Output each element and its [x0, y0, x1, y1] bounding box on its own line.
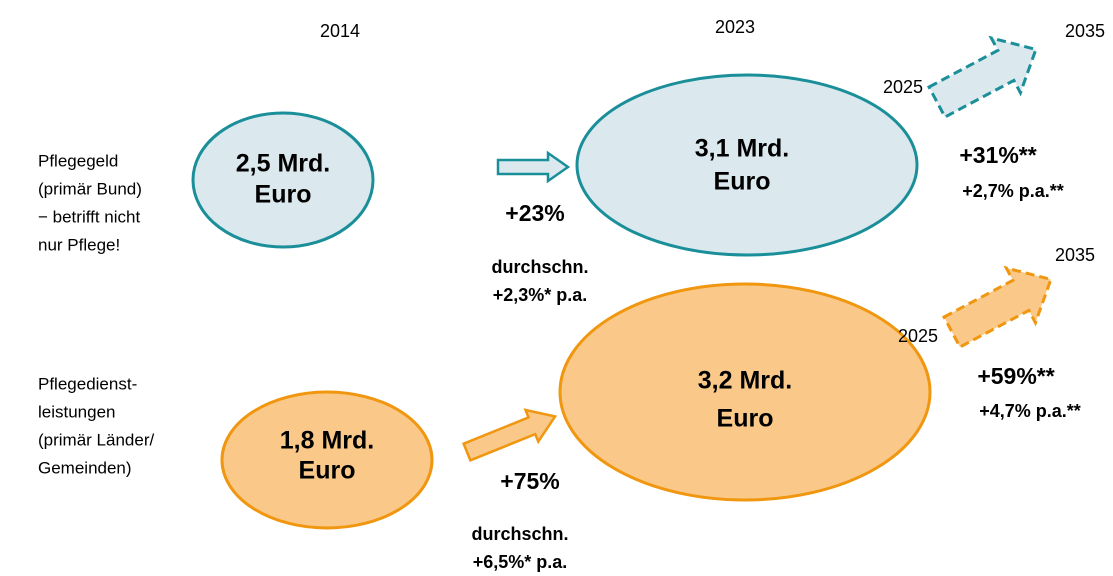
value: Euro [299, 457, 356, 485]
value: 3,2 Mrd. [698, 367, 792, 395]
average: durchschn. [491, 257, 588, 277]
value: 2,5 Mrd. [236, 150, 330, 178]
forecast-growth: +59%** [977, 363, 1054, 389]
average: durchschn. [471, 524, 568, 544]
ellipse-2023-dienst [558, 282, 932, 502]
row-label: leistungen [38, 402, 116, 421]
average: +6,5%* p.a. [473, 552, 568, 572]
forecast-growth: +31%** [959, 142, 1036, 168]
forecast-from: 2025 [883, 77, 923, 97]
row-label: Gemeinden) [38, 458, 132, 477]
row-label: Pflegegeld [38, 151, 118, 170]
ellipse-2023-pflegegeld [575, 73, 919, 257]
value: Euro [255, 181, 312, 209]
forecast-average: +4,7% p.a.** [979, 401, 1081, 421]
year: 2023 [715, 17, 755, 37]
growth: +75% [500, 468, 559, 494]
row-label: (primär Bund) [38, 179, 142, 198]
forecast-arrow [941, 265, 1053, 350]
arrow [496, 150, 571, 184]
row-label: nur Pflege! [38, 235, 120, 254]
forecast-from: 2025 [898, 326, 938, 346]
ellipse-2014-dienst [220, 390, 434, 530]
ellipse-2014-pflegegeld [191, 111, 375, 249]
forecast-to: 2035 [1065, 21, 1105, 41]
value: 1,8 Mrd. [280, 427, 374, 455]
row-label: (primär Länder/ [38, 430, 154, 449]
year: 2014 [320, 21, 360, 41]
forecast-arrow [926, 35, 1038, 120]
row-label: Pflegedienst- [38, 374, 137, 393]
value: Euro [717, 405, 774, 433]
forecast-to: 2035 [1055, 245, 1095, 265]
value: 3,1 Mrd. [695, 135, 789, 163]
value: Euro [714, 168, 771, 196]
growth: +23% [505, 200, 564, 226]
forecast-average: +2,7% p.a.** [962, 181, 1064, 201]
average: +2,3%* p.a. [493, 285, 588, 305]
row-label: − betrifft nicht [38, 207, 140, 226]
arrow [462, 408, 558, 462]
